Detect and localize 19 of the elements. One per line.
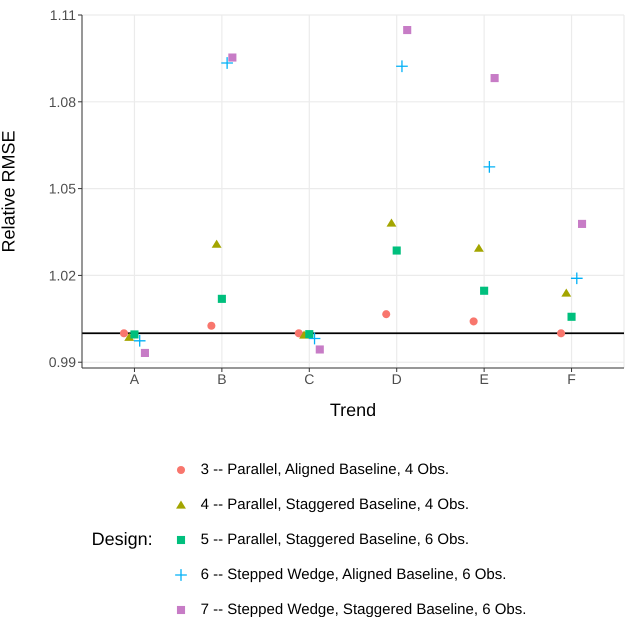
legend-label: 6 -- Stepped Wedge, Aligned Baseline, 6 Obs.: [200, 566, 506, 583]
legend-label: 4 -- Parallel, Staggered Baseline, 4 Obs.: [200, 496, 470, 513]
y-tick-label: 1.02: [48, 267, 76, 284]
y-axis-title: Relative RMSE: [0, 130, 18, 253]
y-tick-label: 1.05: [48, 180, 76, 197]
x-tick-label: C: [304, 370, 314, 387]
x-axis-title: Trend: [330, 400, 376, 420]
y-tick-label: 1.11: [50, 6, 76, 23]
x-tick-label: B: [217, 370, 227, 387]
legend-label: 7 -- Stepped Wedge, Staggered Baseline, 6 Obs.: [200, 601, 526, 617]
x-tick-label: F: [567, 370, 576, 387]
x-tick-label: A: [130, 370, 140, 387]
x-tick-label: E: [479, 370, 489, 387]
x-tick-label: D: [392, 370, 402, 387]
legend-label: 5 -- Parallel, Staggered Baseline, 6 Obs.: [200, 531, 470, 548]
legend-label: 3 -- Parallel, Aligned Baseline, 4 Obs.: [200, 461, 450, 478]
legend-title: Design:: [92, 529, 153, 550]
y-tick-label: 0.99: [48, 354, 76, 370]
y-tick-label: 1.08: [48, 94, 76, 110]
